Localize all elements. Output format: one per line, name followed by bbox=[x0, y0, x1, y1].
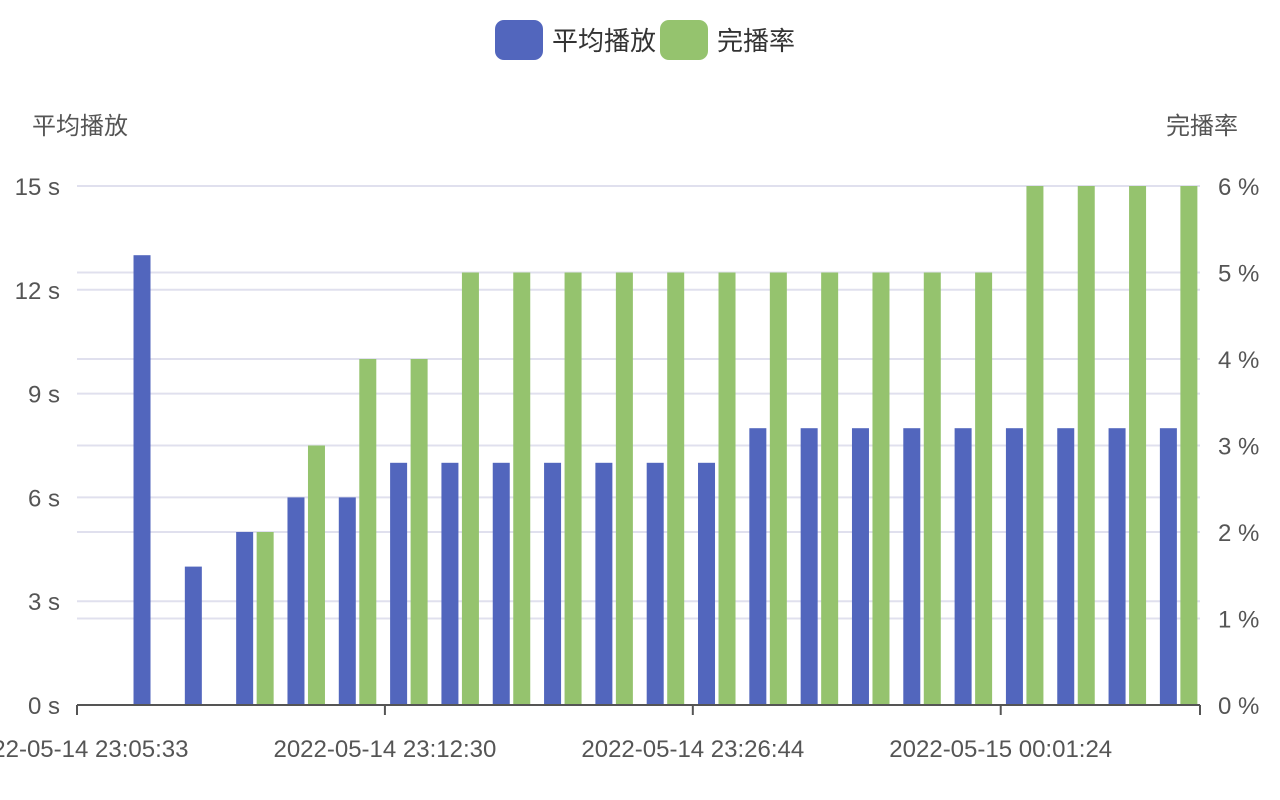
bar-completion-rate bbox=[513, 272, 531, 705]
x-tick-label: 2022-05-14 23:26:44 bbox=[581, 736, 804, 763]
bar-avg-play bbox=[441, 462, 459, 705]
bars bbox=[133, 186, 1198, 705]
bar-completion-rate bbox=[256, 532, 274, 705]
bar-completion-rate bbox=[615, 272, 633, 705]
x-tick-label: 2022-05-15 00:01:24 bbox=[889, 736, 1112, 763]
bar-avg-play bbox=[184, 566, 202, 705]
y-left-tick-label: 3 s bbox=[28, 589, 60, 616]
x-tick-label: 2022-05-14 23:12:30 bbox=[273, 736, 496, 763]
bar-completion-rate bbox=[410, 359, 428, 705]
bar-avg-play bbox=[1057, 428, 1075, 705]
bar-completion-rate bbox=[1129, 186, 1147, 705]
legend-swatch-completion-rate[interactable] bbox=[660, 20, 708, 60]
axes: 0 s 3 s 6 s 9 s 12 s 15 s 0 % 1 % 2 % 3 % 4 % 5 % 6 … bbox=[0, 174, 1259, 763]
bar-avg-play bbox=[133, 255, 151, 705]
y-left-tick-label: 6 s bbox=[28, 485, 60, 512]
bar-completion-rate bbox=[975, 272, 993, 705]
bar-avg-play bbox=[338, 497, 356, 705]
bar-completion-rate bbox=[718, 272, 736, 705]
y-left-tick-label: 15 s bbox=[15, 174, 60, 201]
y-right-tick-label: 6 % bbox=[1218, 174, 1259, 201]
bar-completion-rate bbox=[821, 272, 839, 705]
bar-avg-play bbox=[851, 428, 869, 705]
bar-completion-rate bbox=[359, 359, 377, 705]
bar-avg-play bbox=[390, 462, 408, 705]
bar-avg-play bbox=[287, 497, 305, 705]
bar-avg-play bbox=[800, 428, 818, 705]
legend[interactable]: 平均播放 完播率 bbox=[495, 20, 795, 60]
bar-completion-rate bbox=[667, 272, 685, 705]
legend-swatch-avg-play[interactable] bbox=[495, 20, 543, 60]
bar-avg-play bbox=[646, 462, 664, 705]
bar-avg-play bbox=[954, 428, 972, 705]
bar-completion-rate bbox=[872, 272, 890, 705]
bar-completion-rate bbox=[1026, 186, 1044, 705]
y-right-tick-label: 4 % bbox=[1218, 347, 1259, 374]
bar-avg-play bbox=[1108, 428, 1126, 705]
bar-avg-play bbox=[236, 532, 254, 705]
y-right-tick-label: 3 % bbox=[1218, 434, 1259, 461]
bar-completion-rate bbox=[307, 445, 325, 705]
bar-completion-rate bbox=[1180, 186, 1198, 705]
legend-label-completion-rate[interactable]: 完播率 bbox=[717, 26, 795, 56]
bar-avg-play bbox=[903, 428, 921, 705]
bar-avg-play bbox=[1005, 428, 1023, 705]
y-right-axis-title: 完播率 bbox=[1166, 113, 1238, 140]
y-right-tick-label: 2 % bbox=[1218, 520, 1259, 547]
bar-avg-play bbox=[1159, 428, 1177, 705]
bar-completion-rate bbox=[461, 272, 479, 705]
y-left-axis-title: 平均播放 bbox=[32, 113, 128, 140]
y-right-tick-label: 1 % bbox=[1218, 607, 1259, 634]
bar-avg-play bbox=[749, 428, 767, 705]
bar-avg-play bbox=[492, 462, 510, 705]
legend-label-avg-play[interactable]: 平均播放 bbox=[552, 26, 656, 56]
bar-completion-rate bbox=[769, 272, 787, 705]
bar-completion-rate bbox=[1077, 186, 1095, 705]
y-left-tick-label: 0 s bbox=[28, 693, 60, 720]
bar-avg-play bbox=[698, 462, 716, 705]
bar-avg-play bbox=[544, 462, 562, 705]
y-right-tick-label: 5 % bbox=[1218, 261, 1259, 288]
bar-completion-rate bbox=[564, 272, 582, 705]
x-tick-label: 2022-05-14 23:05:33 bbox=[0, 736, 188, 763]
bar-completion-rate bbox=[923, 272, 941, 705]
y-left-tick-label: 9 s bbox=[28, 382, 60, 409]
y-left-tick-label: 12 s bbox=[15, 278, 60, 305]
y-right-tick-label: 0 % bbox=[1218, 693, 1259, 720]
bar-avg-play bbox=[595, 462, 613, 705]
